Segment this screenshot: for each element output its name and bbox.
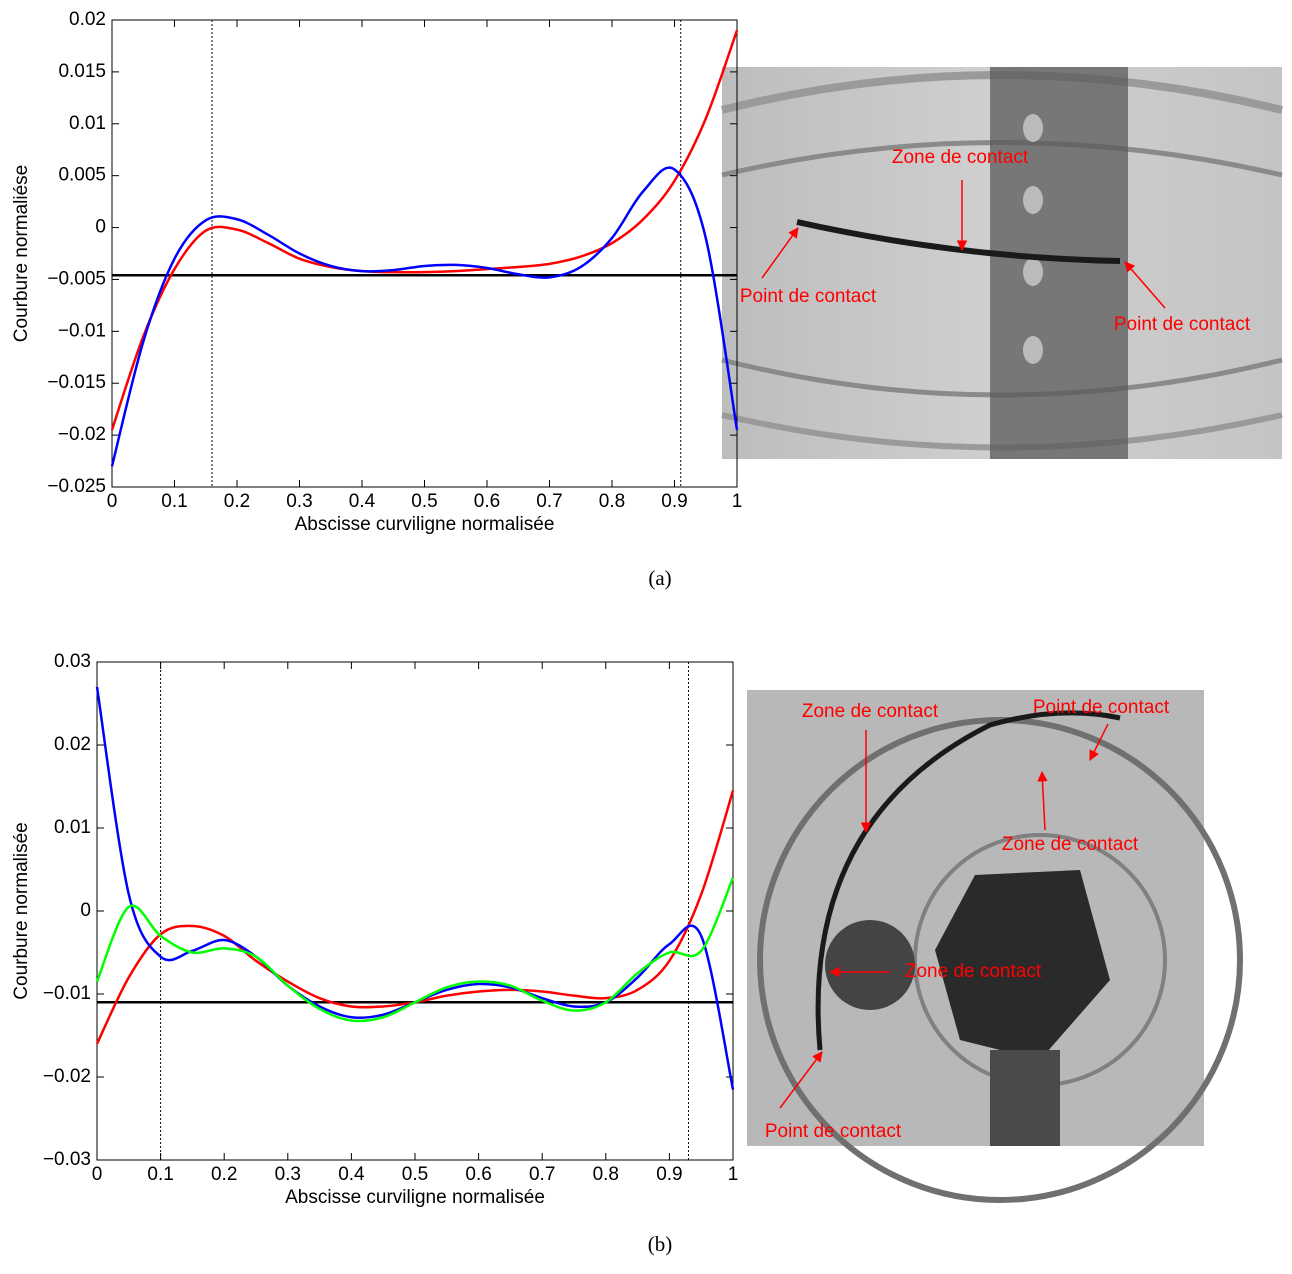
y-tick-label: −0.025 <box>47 476 106 497</box>
y-axis-label: Courbure normaliése <box>11 165 32 342</box>
annotation-arrow <box>761 227 799 279</box>
x-tick-label: 0.2 <box>224 491 250 512</box>
x-axis-label: Abscisse curviligne normalisée <box>285 1187 545 1208</box>
x-tick-label: 0.7 <box>536 491 562 512</box>
y-tick-label: −0.01 <box>58 320 106 341</box>
x-tick-label: 0.9 <box>661 491 687 512</box>
y-tick-label: −0.03 <box>43 1149 91 1170</box>
x-tick-label: 0.1 <box>147 1164 173 1185</box>
x-tick-label: 0.4 <box>338 1164 365 1185</box>
x-tick-label: 1 <box>732 491 743 512</box>
annotation-arrow <box>1037 770 1048 831</box>
x-tick-label: 0.1 <box>161 491 187 512</box>
y-tick-label: 0.02 <box>69 9 106 30</box>
y-tick-label: 0.015 <box>58 61 106 82</box>
curve <box>110 29 739 431</box>
y-tick-label: 0.01 <box>54 817 91 838</box>
curve <box>95 686 735 1090</box>
annotation-arrow <box>1124 261 1166 309</box>
y-tick-label: 0.03 <box>54 651 91 672</box>
y-tick-label: −0.005 <box>47 268 106 289</box>
curve <box>95 877 735 1023</box>
photo-annotation: Zone de contact <box>1002 834 1139 855</box>
photo-annotation: Zone de contact <box>802 701 939 722</box>
y-tick-label: −0.02 <box>58 424 106 445</box>
x-tick-label: 0.4 <box>349 491 376 512</box>
x-tick-label: 0.8 <box>599 491 625 512</box>
x-tick-label: 0.3 <box>286 491 312 512</box>
caption: (b) <box>648 1232 673 1256</box>
x-tick-label: 0.6 <box>465 1164 491 1185</box>
x-axis-label: Abscisse curviligne normalisée <box>295 514 555 535</box>
plot-frame <box>111 19 738 488</box>
annotation-arrow <box>779 1051 823 1109</box>
photo-annotation: Point de contact <box>765 1121 902 1142</box>
x-tick-label: 0.8 <box>593 1164 619 1185</box>
plot-frame <box>96 661 734 1161</box>
x-tick-label: 0 <box>107 491 118 512</box>
y-tick-label: 0.005 <box>58 165 106 186</box>
y-axis-label: Courbure normalisée <box>11 822 32 999</box>
y-tick-label: 0.02 <box>54 734 91 755</box>
y-tick-label: 0 <box>95 217 106 238</box>
x-tick-label: 0.9 <box>656 1164 682 1185</box>
photo-a <box>721 67 1283 459</box>
photo-annotation: Zone de contact <box>905 961 1042 982</box>
y-tick-label: 0 <box>80 900 91 921</box>
y-tick-label: −0.02 <box>43 1066 91 1087</box>
y-tick-label: −0.015 <box>47 372 106 393</box>
y-tick-label: 0.01 <box>69 113 106 134</box>
y-tick-label: −0.01 <box>43 983 91 1004</box>
x-tick-label: 0.6 <box>474 491 500 512</box>
x-tick-label: 0.3 <box>275 1164 301 1185</box>
photo-annotation: Point de contact <box>1033 697 1170 718</box>
curve <box>110 166 739 467</box>
curve <box>95 790 735 1045</box>
x-tick-label: 0.5 <box>402 1164 428 1185</box>
x-tick-label: 1 <box>728 1164 739 1185</box>
x-tick-label: 0.2 <box>211 1164 237 1185</box>
photo-b <box>747 690 1243 1203</box>
x-tick-label: 0.7 <box>529 1164 555 1185</box>
photo-annotation: Point de contact <box>740 286 877 307</box>
x-tick-label: 0.5 <box>411 491 437 512</box>
x-tick-label: 0 <box>92 1164 103 1185</box>
caption: (a) <box>648 566 671 590</box>
photo-annotation: Zone de contact <box>892 147 1029 168</box>
photo-annotation: Point de contact <box>1114 314 1251 335</box>
annotation-arrow <box>1089 723 1109 761</box>
